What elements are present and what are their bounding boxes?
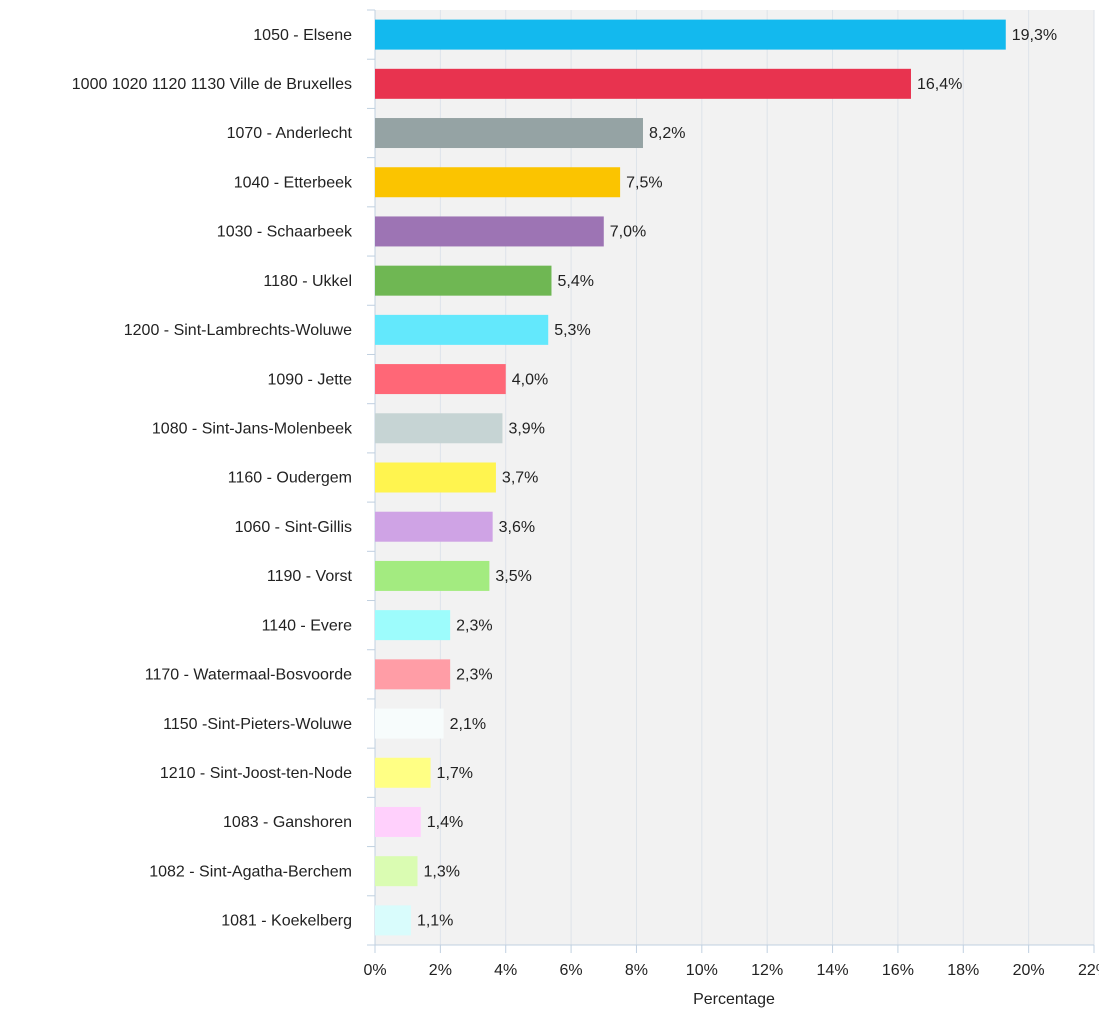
y-tick-label: 1070 - Anderlecht [227, 125, 353, 142]
data-label: 19,3% [1012, 27, 1057, 44]
bar [375, 413, 503, 444]
y-tick-label: 1190 - Vorst [267, 568, 353, 585]
y-tick-label: 1000 1020 1120 1130 Ville de Bruxelles [72, 76, 352, 93]
x-tick-label: 18% [947, 962, 979, 979]
bar [375, 560, 490, 591]
x-tick-label: 4% [494, 962, 517, 979]
bar [375, 216, 604, 247]
y-tick-label: 1060 - Sint-Gillis [235, 519, 352, 536]
bar [375, 806, 421, 837]
data-label: 2,1% [450, 716, 486, 733]
y-tick-label: 1170 - Watermaal-Bosvoorde [145, 667, 352, 684]
data-label: 7,5% [626, 174, 662, 191]
data-label: 4,0% [512, 371, 548, 388]
x-axis-label: Percentage [693, 991, 775, 1008]
bar [375, 167, 621, 198]
bar [375, 856, 418, 887]
y-tick-label: 1180 - Ukkel [263, 273, 352, 290]
data-label: 1,3% [423, 863, 459, 880]
bar [375, 265, 552, 296]
data-label: 3,6% [499, 519, 535, 536]
y-tick-label: 1030 - Schaarbeek [217, 224, 353, 241]
data-label: 3,9% [508, 421, 544, 438]
bar [375, 314, 549, 345]
data-label: 16,4% [917, 76, 962, 93]
y-tick-label: 1090 - Jette [268, 371, 353, 388]
x-tick-label: 22% [1078, 962, 1099, 979]
y-tick-label: 1081 - Koekelberg [221, 913, 352, 930]
bar [375, 610, 451, 641]
x-tick-label: 0% [363, 962, 386, 979]
y-tick-label: 1210 - Sint-Joost-ten-Node [160, 765, 352, 782]
x-tick-label: 6% [560, 962, 583, 979]
y-tick-label: 1200 - Sint-Lambrechts-Woluwe [124, 322, 352, 339]
bar [375, 659, 451, 690]
bar [375, 708, 444, 739]
bar [375, 757, 431, 788]
bar [375, 118, 643, 149]
data-label: 8,2% [649, 125, 685, 142]
x-tick-label: 10% [686, 962, 718, 979]
data-label: 1,4% [427, 814, 463, 831]
y-tick-label: 1040 - Etterbeek [234, 174, 353, 191]
x-tick-label: 20% [1013, 962, 1045, 979]
x-tick-label: 8% [625, 962, 648, 979]
bar [375, 19, 1006, 50]
data-label: 1,1% [417, 913, 453, 930]
bar [375, 905, 411, 936]
bar [375, 364, 506, 395]
bar [375, 68, 911, 99]
y-tick-label: 1050 - Elsene [253, 27, 352, 44]
x-tick-label: 14% [817, 962, 849, 979]
y-tick-label: 1150 -Sint-Pieters-Woluwe [163, 716, 352, 733]
x-tick-label: 16% [882, 962, 914, 979]
x-tick-label: 12% [751, 962, 783, 979]
data-label: 1,7% [437, 765, 473, 782]
data-label: 5,3% [554, 322, 590, 339]
x-tick-label: 2% [429, 962, 452, 979]
data-label: 7,0% [610, 224, 646, 241]
y-tick-label: 1080 - Sint-Jans-Molenbeek [152, 421, 353, 438]
data-label: 2,3% [456, 667, 492, 684]
y-tick-label: 1082 - Sint-Agatha-Berchem [149, 863, 352, 880]
data-label: 5,4% [557, 273, 593, 290]
y-tick-label: 1140 - Evere [262, 617, 353, 634]
data-label: 2,3% [456, 617, 492, 634]
y-tick-label: 1083 - Ganshoren [223, 814, 352, 831]
data-label: 3,7% [502, 470, 538, 487]
y-tick-label: 1160 - Oudergem [228, 470, 352, 487]
bar [375, 511, 493, 542]
data-label: 3,5% [495, 568, 531, 585]
bar [375, 462, 496, 493]
